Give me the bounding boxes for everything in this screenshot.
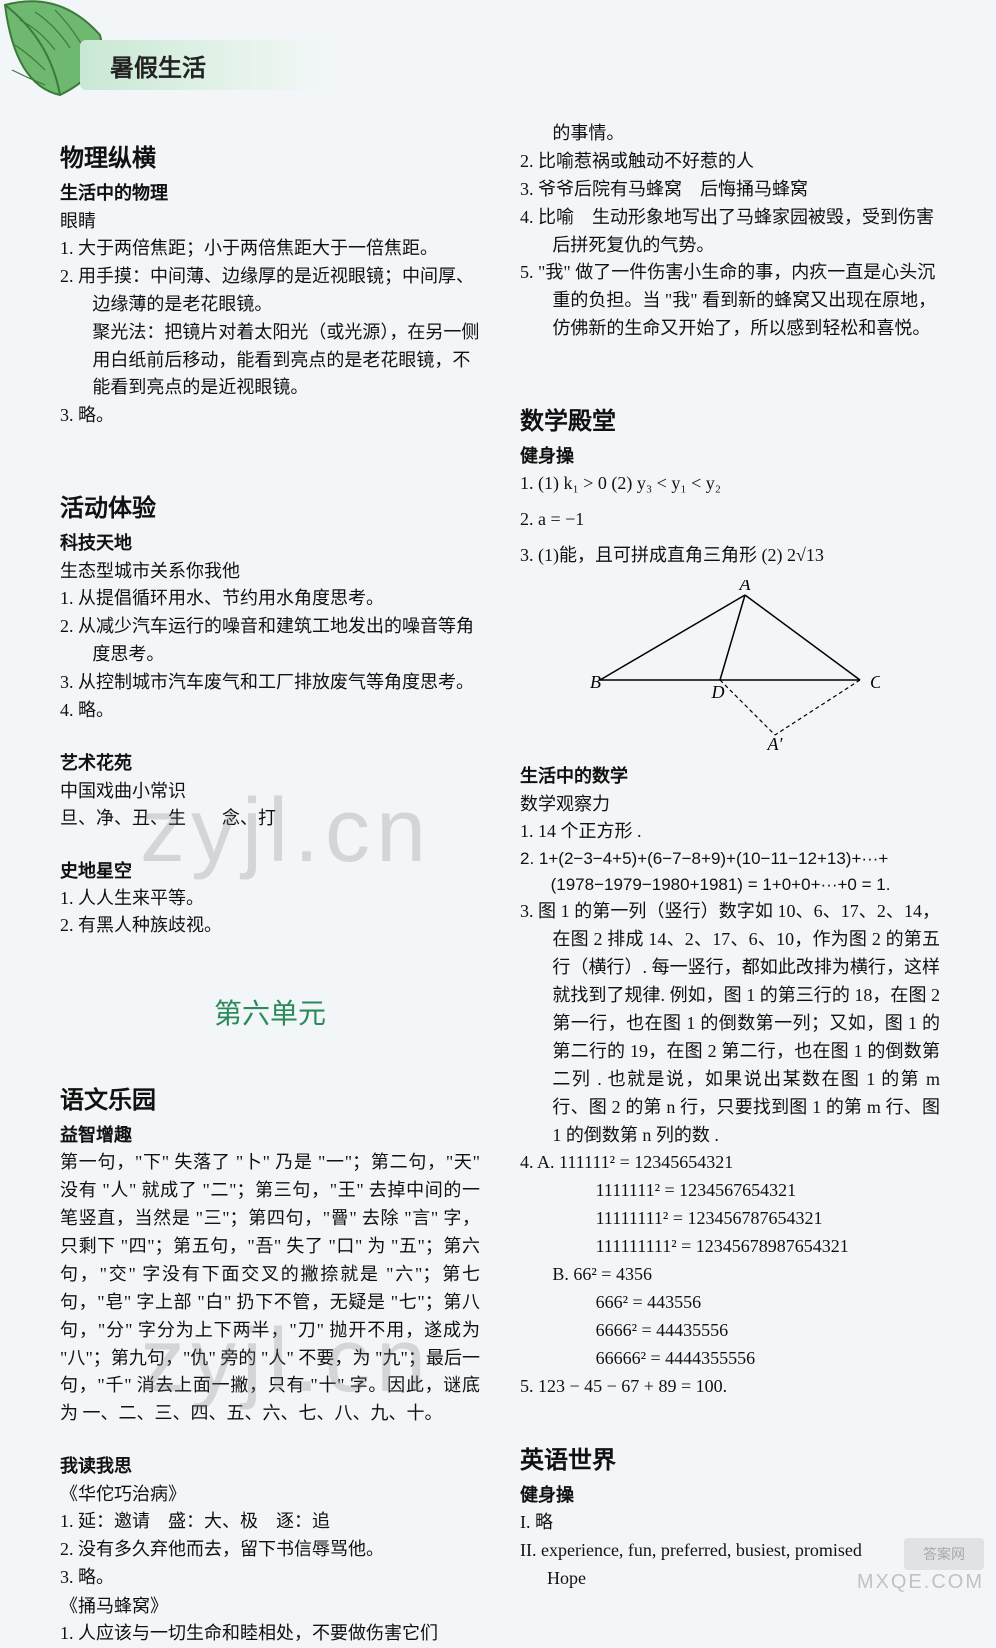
text-line: 3. (1)能，且可拼成直角三角形 (2) 2√13 [520, 542, 940, 570]
text-line: 2. 有黑人种族歧视。 [60, 912, 480, 940]
sub: 益智增趣 [60, 1121, 480, 1147]
sub: 健身操 [520, 442, 940, 468]
sub: 中国戏曲小常识 [60, 777, 480, 803]
unit-title: 第六单元 [60, 992, 480, 1032]
text-line: 4. 比喻 生动形象地写出了马蜂家园被毁，受到伤害后拼死复仇的气势。 [520, 204, 940, 260]
sub: 我读我思 [60, 1452, 480, 1478]
left-column: 物理纵横 生活中的物理 眼睛 1. 大于两倍焦距；小于两倍焦距大于一倍焦距。 2… [60, 120, 480, 1648]
text-line: 1. (1) k₁ > 0 (2) y₃ < y₁ < y₂ [520, 470, 940, 498]
svg-text:B: B [590, 672, 601, 692]
sub: 眼睛 [60, 207, 480, 233]
sub: 数学观察力 [520, 790, 940, 816]
section-activity: 活动体验 [60, 488, 480, 523]
svg-text:D: D [711, 682, 725, 702]
text-line: 5. 123 − 45 − 67 + 89 = 100. [520, 1373, 940, 1401]
section-english: 英语世界 [520, 1440, 940, 1475]
text-line: 2. 没有多久弃他而去，留下书信辱骂他。 [60, 1536, 480, 1564]
svg-text:A: A [739, 580, 752, 594]
text-line: 3. 略。 [60, 1564, 480, 1592]
text-line: 6666² = 44435556 [520, 1317, 940, 1345]
text-line: 聚光法：把镜片对着太阳光（或光源），在另一侧用白纸前后移动，能看到亮点的是老花眼… [60, 319, 480, 403]
text-line: 3. 从控制城市汽车废气和工厂排放废气等角度思考。 [60, 669, 480, 697]
section-physics: 物理纵横 [60, 138, 480, 173]
text-line: 2. 用手摸：中间薄、边缘厚的是近视眼镜；中间厚、边缘薄的是老花眼镜。 [60, 263, 480, 319]
text-line: 1. 人应该与一切生命和睦相处，不要做伤害它们 [60, 1620, 480, 1648]
sub: 《华佗巧治病》 [60, 1480, 480, 1506]
footer-watermark: MXQE.COM [857, 1571, 984, 1594]
text-line: 11111111² = 123456787654321 [520, 1205, 940, 1233]
text-line: 1. 人人生来平等。 [60, 885, 480, 913]
text-line: 3. 略。 [60, 402, 480, 430]
text-line: 1. 延：邀请 盛：大、极 逐：追 [60, 1508, 480, 1536]
text-line: 旦、净、丑、生 念、打 [60, 805, 480, 833]
text-line: I. 略 [520, 1509, 940, 1537]
text-line: 2. 比喻惹祸或触动不好惹的人 [520, 148, 940, 176]
text-line: 1. 14 个正方形 . [520, 818, 940, 846]
text-line: 666² = 443556 [520, 1289, 940, 1317]
sub: 科技天地 [60, 529, 480, 555]
text-line: 5. "我" 做了一件伤害小生命的事，内疚一直是心头沉重的负担。当 "我" 看到… [520, 259, 940, 343]
text-line: 3. 爷爷后院有马蜂窝 后悔捅马蜂窝 [520, 176, 940, 204]
text-line: 66666² = 4444355556 [520, 1345, 940, 1373]
section-math: 数学殿堂 [520, 401, 940, 436]
sub: 生活中的物理 [60, 179, 480, 205]
svg-text:A′: A′ [767, 734, 784, 750]
sub: 史地星空 [60, 857, 480, 883]
text-line: 2. a = −1 [520, 506, 940, 534]
text-line: 的事情。 [520, 120, 940, 148]
text-line: II. experience, fun, preferred, busiest,… [520, 1537, 940, 1565]
text-line: 1111111² = 1234567654321 [520, 1177, 940, 1205]
text-line: 1. 大于两倍焦距；小于两倍焦距大于一倍焦距。 [60, 235, 480, 263]
sub: 生活中的数学 [520, 762, 940, 788]
sub: 健身操 [520, 1481, 940, 1507]
text-line: 1. 从提倡循环用水、节约用水角度思考。 [60, 585, 480, 613]
footer-badge: 答案网 [904, 1538, 984, 1570]
text-line: 3. 图 1 的第一列（竖行）数字如 10、6、17、2、14，在图 2 排成 … [520, 898, 940, 1149]
book-title: 暑假生活 [110, 48, 206, 83]
sub: 艺术花苑 [60, 749, 480, 775]
text-line: 2. 1+(2−3−4+5)+(6−7−8+9)+(10−11−12+13)+·… [520, 846, 940, 899]
text-line: 2. 从减少汽车运行的噪音和建筑工地发出的噪音等角度思考。 [60, 613, 480, 669]
text-line: 4. 略。 [60, 697, 480, 725]
section-chinese: 语文乐园 [60, 1080, 480, 1115]
text-line: 4. A. 111111² = 12345654321 [520, 1149, 940, 1177]
sub: 《捅马蜂窝》 [60, 1592, 480, 1618]
sub: 生态型城市关系你我他 [60, 557, 480, 583]
right-column: 的事情。 2. 比喻惹祸或触动不好惹的人 3. 爷爷后院有马蜂窝 后悔捅马蜂窝 … [520, 120, 940, 1648]
triangle-diagram: A B C D A′ [580, 580, 880, 750]
paragraph: 第一句，"下" 失落了 "卜" 乃是 "一"；第二句，"天" 没有 "人" 就成… [60, 1149, 480, 1428]
text-line: B. 66² = 4356 [520, 1261, 940, 1289]
text-line: 111111111² = 12345678987654321 [520, 1233, 940, 1261]
svg-text:C: C [870, 672, 880, 692]
